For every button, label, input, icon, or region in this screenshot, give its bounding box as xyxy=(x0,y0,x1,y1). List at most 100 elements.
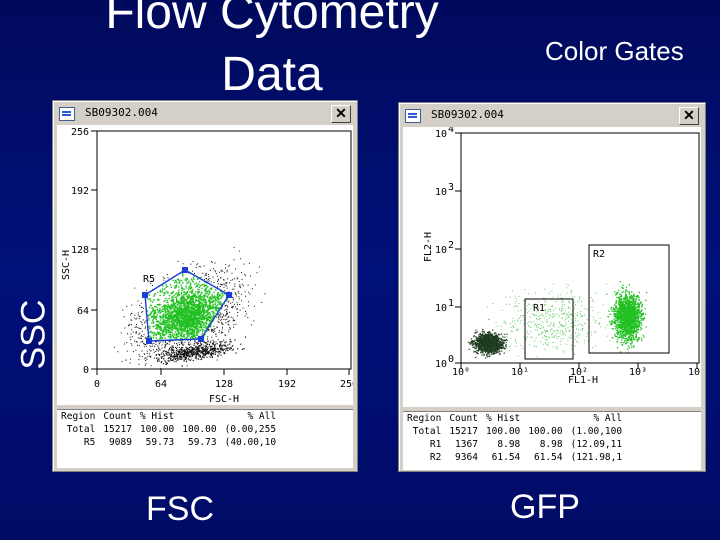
gate-r2-rectangle[interactable] xyxy=(588,244,670,354)
stats-row: R1 1367 8.98 8.98 (12.09,11 xyxy=(403,438,626,451)
region-stats-table: Region Count % Hist % All Total 15217 100.00 10… xyxy=(403,411,701,470)
stats-column-header: Region xyxy=(407,413,442,424)
region-stats-table: Region Count % Hist % All Total 15217 100.00 10… xyxy=(57,409,353,468)
stats-cell: 15217 xyxy=(103,424,132,435)
events-gfp-negative xyxy=(467,328,508,359)
x-tick-label: 256 xyxy=(340,379,353,390)
stats-cell: 8.98 xyxy=(539,439,563,450)
gate-handle[interactable] xyxy=(142,292,148,298)
y-tick-label: 192 xyxy=(71,186,89,197)
stats-column-header: % Hist xyxy=(139,411,175,422)
window-titlebar[interactable]: SB09302.004 ✕ xyxy=(57,105,353,123)
stats-cell: 15217 xyxy=(449,426,478,437)
stats-cell: 61.54 xyxy=(491,452,521,463)
y-tick-exponent: 0 xyxy=(448,354,454,365)
x-tick-label: 192 xyxy=(278,379,296,390)
dotplot-window-fl1-fl2[interactable]: SB09302.004 ✕ R1 R2 10 4 10 3 10 2 10 1 10 0 10⁰ 1… xyxy=(398,102,706,472)
stats-cell: 9089 xyxy=(109,437,132,448)
y-tick-exponent: 3 xyxy=(448,182,454,193)
dotplot-window-fsc-ssc[interactable]: SB09302.004 ✕ R5 256 192 128 64 0 0 64 128 192 2… xyxy=(52,100,358,472)
gate-handle[interactable] xyxy=(146,338,152,344)
window-title: SB09302.004 xyxy=(431,108,504,121)
y-tick-label: 10 xyxy=(435,129,447,140)
x-tick-label: 10¹ xyxy=(511,367,529,378)
y-tick-label: 10 xyxy=(435,245,447,256)
dotplot-area[interactable]: R5 256 192 128 64 0 0 64 128 192 256 SSC-H FSC-H xyxy=(57,125,353,405)
gate-r5-polygon[interactable] xyxy=(144,269,230,342)
stats-column-header: % Hist xyxy=(485,413,521,424)
y-tick-label: 10 xyxy=(435,187,447,198)
stats-cell: (1.00,100 xyxy=(570,426,623,437)
x-tick-label: 64 xyxy=(155,379,167,390)
y-tick-exponent: 1 xyxy=(448,298,454,309)
gate-handle[interactable] xyxy=(198,336,204,342)
stats-cell: (12.09,11 xyxy=(570,439,623,450)
fsc-caption: FSC xyxy=(146,490,214,528)
stats-column-header: Count xyxy=(449,413,478,424)
events-gfp-positive xyxy=(606,281,648,353)
y-axis-label: FL2-H xyxy=(423,232,434,262)
y-tick-exponent: 2 xyxy=(448,240,454,251)
x-tick-label: 10² xyxy=(570,367,588,378)
stats-cell: (0.00,255 xyxy=(224,424,277,435)
plot-frame xyxy=(96,130,352,370)
x-axis-label: FL1-H xyxy=(568,375,598,386)
x-tick-label: 0 xyxy=(94,379,100,390)
x-tick-label: 10⁴ xyxy=(688,367,701,378)
stats-cell: Total xyxy=(66,424,96,435)
stats-row: R5 9089 59.73 59.73 (40.00,10 xyxy=(57,436,280,449)
x-axis-label: FSC-H xyxy=(209,394,239,405)
gate-label-r2: R2 xyxy=(593,249,605,260)
plot-frame xyxy=(460,132,700,364)
y-tick-label: 0 xyxy=(83,365,89,376)
gate-r1-rectangle[interactable] xyxy=(524,298,574,360)
stats-cell: (121.98,1 xyxy=(570,452,623,463)
y-axis-label: SSC-H xyxy=(61,250,72,280)
stats-cell: 9364 xyxy=(455,452,478,463)
stats-cell: R5 xyxy=(83,437,96,448)
slide-subtitle: Color Gates xyxy=(545,36,684,66)
stats-cell: 100.00 xyxy=(485,426,521,437)
x-tick-label: 10³ xyxy=(629,367,647,378)
slide-title: Flow Cytometry Data xyxy=(105,0,439,101)
x-tick-label: 10⁰ xyxy=(452,367,470,378)
stats-cell: R1 xyxy=(429,439,442,450)
events-in-gate-r5 xyxy=(146,272,230,342)
stats-column-header: % All xyxy=(247,411,277,422)
stats-column-header: Region xyxy=(61,411,96,422)
stats-cell: 100.00 xyxy=(528,426,563,437)
gate-handle[interactable] xyxy=(226,292,232,298)
gate-label-r5: R5 xyxy=(143,274,155,285)
y-tick-label: 64 xyxy=(77,306,89,317)
stats-cell: 59.73 xyxy=(187,437,217,448)
y-tick-label: 10 xyxy=(435,359,447,370)
close-icon[interactable]: ✕ xyxy=(679,107,699,125)
stats-row: Total 15217 100.00 100.00 (0.00,255 xyxy=(57,423,280,436)
stats-row: R2 9364 61.54 61.54 (121.98,1 xyxy=(403,451,626,464)
window-title: SB09302.004 xyxy=(85,106,158,119)
y-tick-label: 256 xyxy=(71,127,89,138)
gate-handles[interactable] xyxy=(142,267,232,344)
stats-cell: 61.54 xyxy=(533,452,563,463)
events-outside-gate xyxy=(113,246,266,369)
stats-cell: 100.00 xyxy=(139,424,175,435)
stats-column-header: % All xyxy=(593,413,623,424)
close-icon[interactable]: ✕ xyxy=(331,105,351,123)
stats-column-header: Count xyxy=(103,411,132,422)
app-icon xyxy=(59,107,75,121)
y-tick-label: 128 xyxy=(71,245,89,256)
y-tick-label: 10 xyxy=(435,303,447,314)
stats-cell: 59.73 xyxy=(145,437,175,448)
stats-cell: (40.00,10 xyxy=(224,437,277,448)
y-tick-exponent: 4 xyxy=(448,127,454,135)
dotplot-svg[interactable]: R5 256 192 128 64 0 0 64 128 192 256 SSC-H FSC-H xyxy=(57,125,353,405)
gfp-caption: GFP xyxy=(510,488,580,526)
window-titlebar[interactable]: SB09302.004 ✕ xyxy=(403,107,701,125)
x-tick-label: 128 xyxy=(215,379,233,390)
stats-cell: 100.00 xyxy=(182,424,217,435)
stats-cell: Total xyxy=(412,426,442,437)
stats-cell: 1367 xyxy=(455,439,478,450)
gate-handle[interactable] xyxy=(182,267,188,273)
